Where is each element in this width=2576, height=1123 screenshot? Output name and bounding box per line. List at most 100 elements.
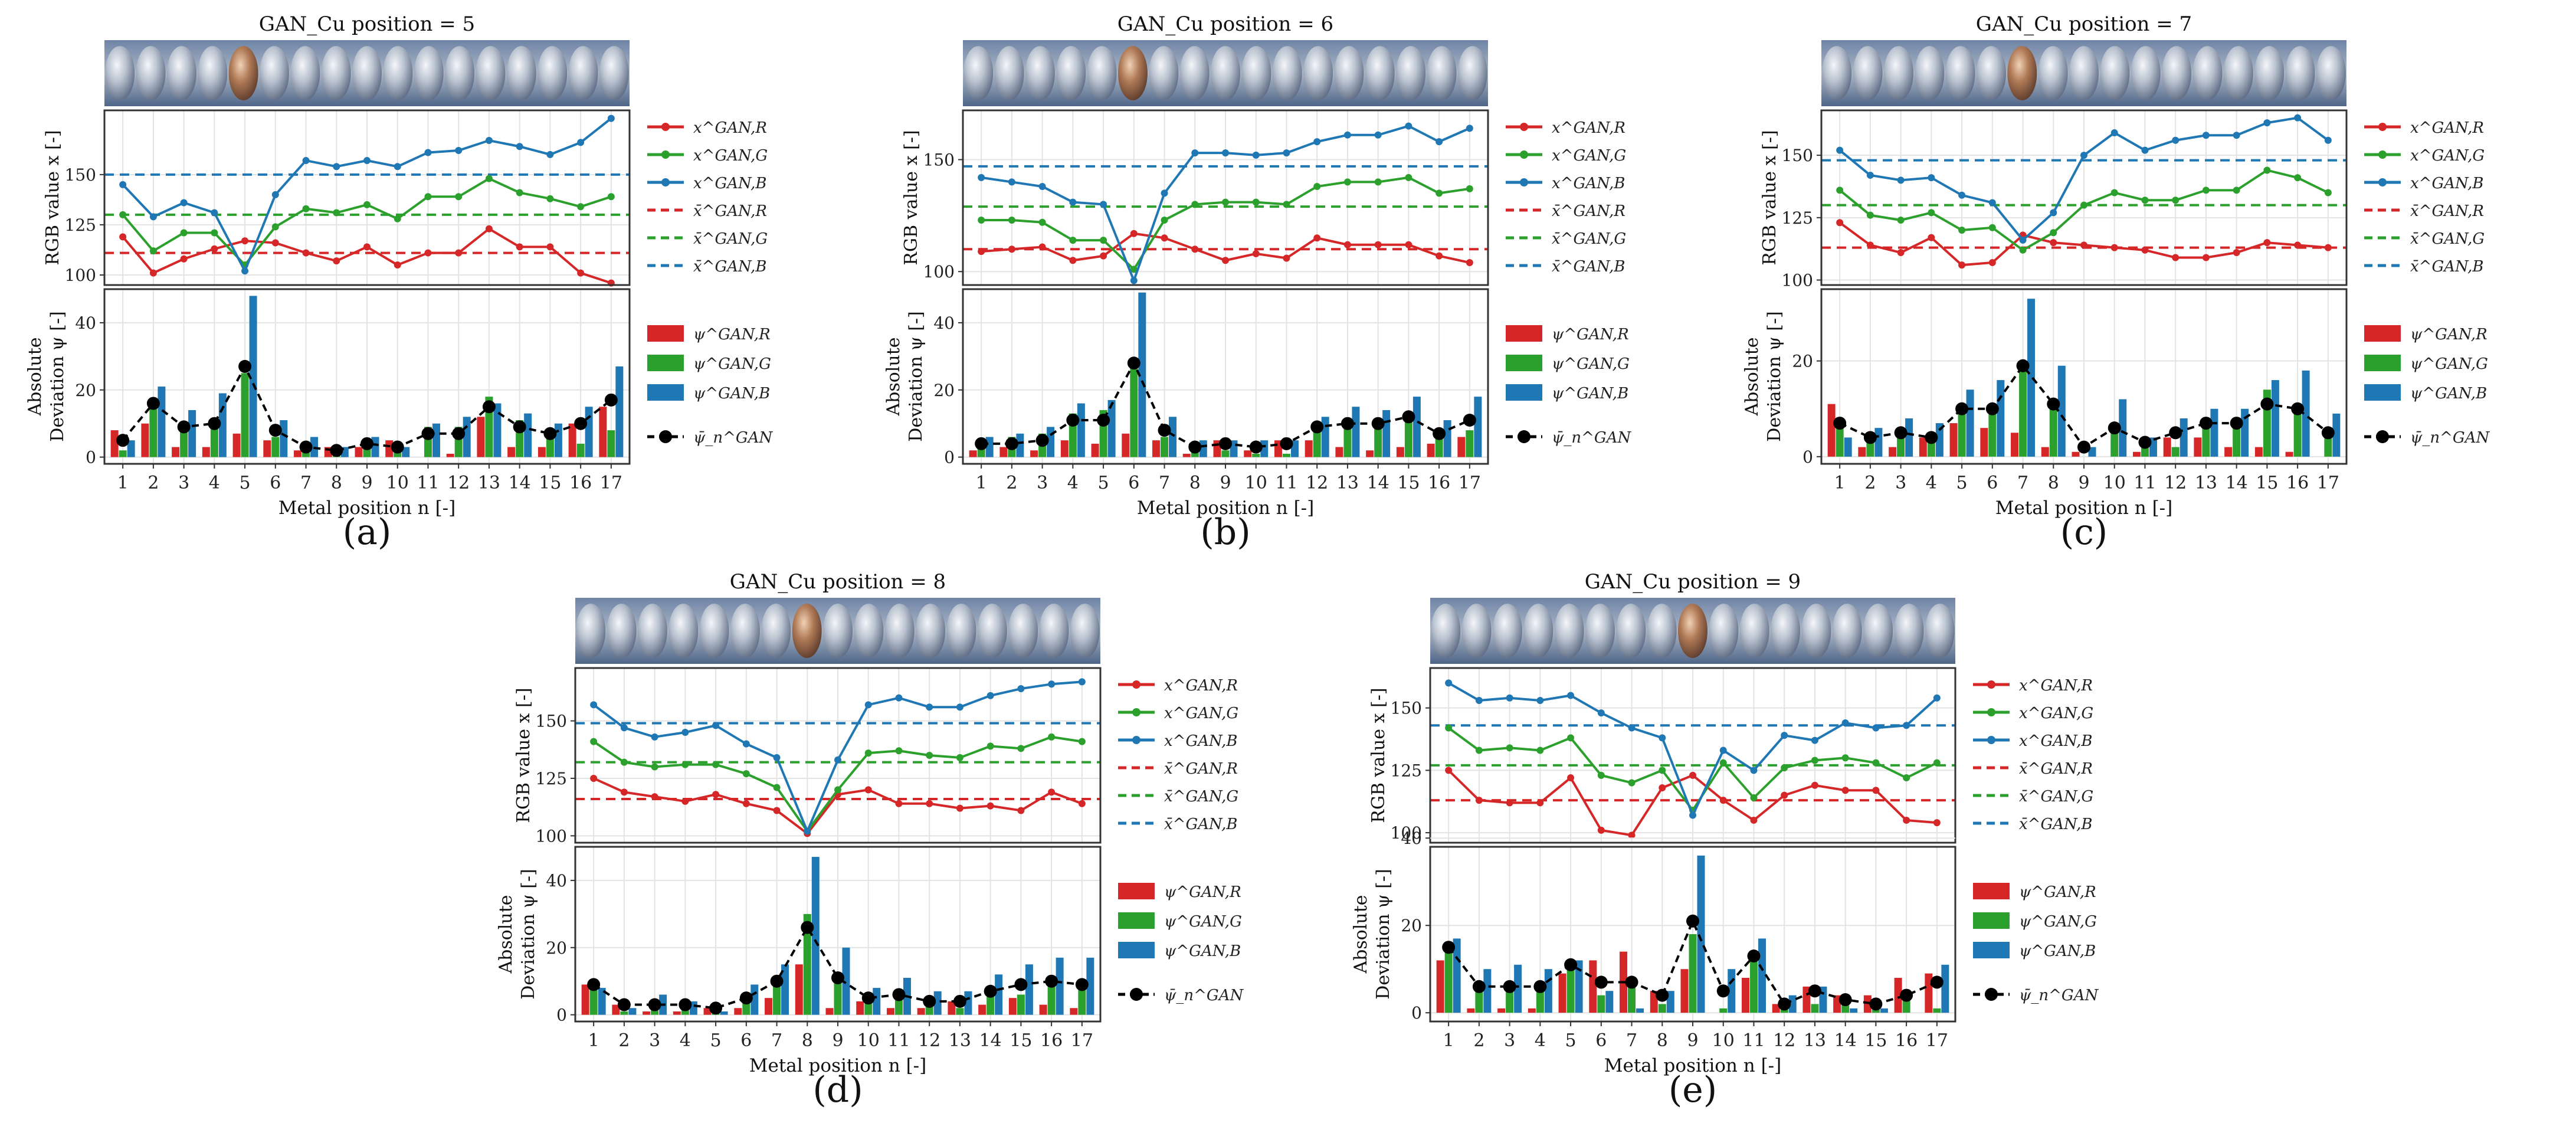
legend-entry-label: x̄^GAN,G [1552,230,1626,248]
data-point-r [956,804,963,812]
panel-label: (d) [812,1069,863,1111]
bead-silver [2100,46,2130,100]
data-point-r [1567,774,1575,782]
avg-deviation-point [2108,421,2121,435]
bar-b [873,988,881,1015]
legend-entry-label: x̄^GAN,R [693,202,767,220]
data-point-r [180,255,188,263]
bar-b [2271,380,2279,457]
avg-deviation-point [1594,975,1608,989]
bead-silver [637,604,667,658]
dev-ytick-label: 20 [1401,916,1422,935]
dev-ytick-label: 40 [933,313,955,333]
bar-b [2057,365,2066,457]
data-point-r [1750,816,1758,824]
xlabel: Metal position n [-] [1604,1055,1781,1076]
bead-copper [1678,604,1707,658]
data-point-g [1903,774,1910,782]
data-point-r [2172,254,2180,261]
data-point-r [1872,787,1880,794]
bead-silver [506,46,536,100]
bead-silver [1853,46,1883,100]
avg-deviation-point [1402,410,1415,424]
bead-photo-strip [1430,598,1955,664]
legend-entry-marker [1132,708,1140,716]
bar-b [1352,407,1360,457]
bar-g [1282,453,1290,457]
xtick-label: 6 [740,1030,752,1051]
dev-ytick-label: 0 [86,448,96,467]
bead-silver [259,46,289,100]
data-point-g [1130,266,1138,273]
data-point-g [956,754,963,761]
avg-deviation-point [1900,988,1913,1002]
data-point-g [1191,201,1199,208]
bar-b [1086,957,1094,1015]
bar-b [1077,403,1085,457]
rgb-ytick-label: 150 [1391,699,1422,718]
bead-silver [166,46,196,100]
legend-entry-label: x^GAN,R [693,119,767,137]
bar-r [999,447,1008,457]
data-point-b [1078,678,1086,686]
bead-silver [476,46,506,100]
data-point-g [1719,759,1727,767]
avg-deviation-point [953,994,966,1008]
legend-entry-marker [2378,123,2387,131]
xtick-label: 16 [569,473,592,493]
bead-silver [1179,46,1210,100]
data-point-r [271,239,279,247]
bar-b [371,437,379,457]
legend-entry-label: x̄^GAN,R [1164,760,1238,778]
xtick-label: 16 [1040,1030,1063,1051]
data-point-r [590,774,598,782]
data-point-r [1038,243,1046,251]
bar-b [933,991,942,1015]
bar-r [507,447,516,457]
bead-silver [1822,46,1852,100]
xtick-label: 7 [771,1030,782,1051]
data-point-r [1781,791,1788,799]
data-point-r [1475,797,1483,804]
legend-entry-marker [1520,150,1528,159]
bar-r [1030,450,1038,457]
avg-deviation-point [208,417,221,430]
rgb-axes-frame [962,109,1489,286]
data-point-g [1597,771,1605,779]
legend-entry-swatch [1506,384,1542,401]
dev-ylabel-line1: Absolute [1351,895,1371,974]
dev-ylabel-line1: Absolute [883,337,904,416]
data-point-r [742,800,750,807]
bar-r [2163,437,2171,457]
xtick-label: 14 [2226,473,2248,493]
data-point-b [180,199,188,207]
data-point-g [1536,747,1544,754]
rgb-legend: x^GAN,R x^GAN,G x^GAN,B x̄^GAN,R x̄^GAN,G x̄^… [1506,119,1626,276]
rgb-ylabel: RGB value x [-] [1759,130,1780,265]
bar-r [1396,447,1404,457]
bar-b [1905,418,1913,457]
data-point-r [241,237,249,245]
xtick-label: 10 [1245,473,1267,493]
bar-b [1025,964,1033,1015]
legend-entry-label: x^GAN,B [693,175,766,192]
data-point-g [302,205,310,212]
bar-r [1858,447,1866,457]
data-point-r [712,791,720,798]
bar-b [280,420,288,457]
data-point-b [2080,152,2087,159]
bead-photo-strip [1821,40,2346,106]
data-point-b [1130,277,1138,284]
bar-r [1060,440,1069,457]
rgb-ytick-label: 150 [1782,146,1813,165]
xtick-label: 17 [1459,473,1481,493]
bead-silver [1303,46,1333,100]
legend-entry-label: x̄^GAN,G [693,230,768,248]
xtick-label: 7 [300,473,312,493]
xtick-label: 4 [1926,473,1937,493]
bar-r [2224,447,2233,457]
data-point-r [1841,787,1849,794]
